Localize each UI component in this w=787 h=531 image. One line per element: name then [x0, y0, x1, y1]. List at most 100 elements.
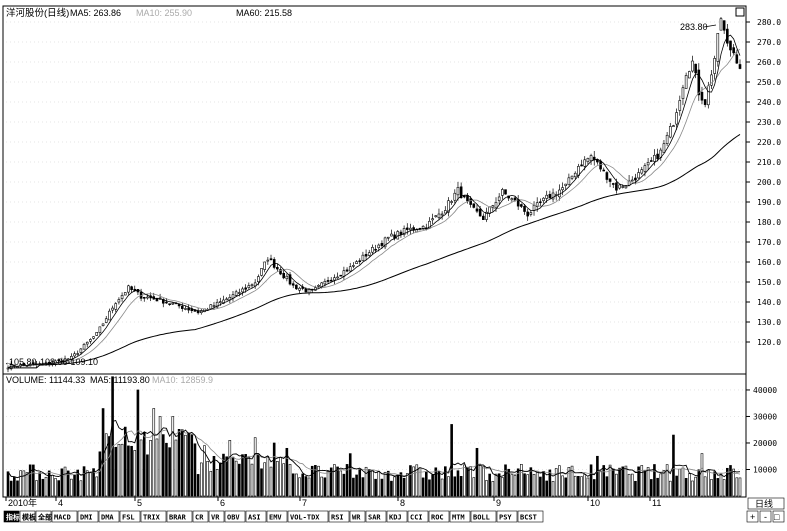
indicator-tab[interactable]: VR	[208, 510, 225, 523]
volume-bar	[447, 476, 450, 497]
candle	[526, 208, 529, 221]
candle	[485, 207, 488, 222]
zoom-out-button[interactable]	[759, 510, 772, 523]
indicator-tab[interactable]: RSI	[328, 510, 350, 523]
candle	[345, 267, 349, 273]
candle	[694, 63, 697, 79]
candle	[374, 244, 377, 253]
indicator-tab[interactable]: CCI	[407, 510, 429, 523]
square-toggle-button[interactable]	[735, 7, 745, 17]
indicator-tab[interactable]: 模板	[19, 510, 37, 523]
candle	[196, 308, 200, 315]
candle	[358, 258, 362, 265]
indicator-tab[interactable]: CR	[192, 510, 209, 523]
volume-bar	[554, 468, 558, 497]
indicator-tab[interactable]: KDJ	[386, 510, 408, 523]
candle	[276, 263, 279, 272]
volume-bar	[596, 455, 599, 497]
indicator-tab[interactable]: ASI	[245, 510, 267, 523]
period-button[interactable]	[747, 497, 785, 510]
indicator-tab-bar: 指标 模板 全部 MACD DMI DMA FSL TRIX BRAR CR VR OBV ASI EMV…	[3, 510, 544, 523]
volume-bar	[424, 471, 428, 497]
indicator-tab[interactable]: TRIX	[140, 510, 167, 523]
candle	[92, 336, 95, 340]
volume-bar	[63, 466, 67, 497]
price-tick-label: 200.0	[757, 178, 781, 187]
indicator-tab[interactable]: MACD	[51, 510, 78, 523]
indicator-tab[interactable]: WR	[349, 510, 366, 523]
candle	[187, 304, 190, 314]
volume-bar	[101, 408, 105, 497]
candle	[681, 84, 685, 106]
candle	[390, 229, 393, 237]
indicator-tab[interactable]: 全部	[35, 510, 52, 523]
volume-bar	[472, 477, 476, 497]
indicator-tab-label: 指标	[6, 513, 20, 522]
square-button[interactable]	[772, 510, 785, 523]
indicator-tab[interactable]: BCST	[517, 510, 544, 523]
indicator-tab[interactable]: FSL	[119, 510, 141, 523]
candle	[716, 33, 720, 67]
indicator-tab[interactable]: DMA	[98, 510, 120, 523]
volume-bar	[329, 467, 333, 497]
candle	[263, 261, 266, 273]
volume-bar	[76, 469, 80, 497]
volume-bar	[152, 408, 156, 497]
volume-bar	[238, 463, 241, 497]
volume-bar	[282, 463, 285, 497]
volume-bar	[177, 429, 181, 497]
volume-bar	[196, 474, 200, 497]
volume-bar	[440, 478, 444, 497]
volume-bar	[25, 472, 29, 497]
candle	[649, 157, 653, 162]
volume-bar	[386, 470, 390, 497]
candle	[687, 70, 691, 79]
price-tick-label: 230.0	[757, 118, 781, 127]
volume-bar	[263, 462, 266, 497]
zoom-in-button[interactable]	[746, 510, 759, 523]
price-tick-label: 130.0	[757, 318, 781, 327]
indicator-tab[interactable]: EMV	[266, 510, 288, 523]
volume-bar	[304, 476, 308, 497]
indicator-tab-label: BOLL	[473, 514, 490, 522]
indicator-tab[interactable]: SAR	[365, 510, 387, 523]
indicator-tab-label: VOL-TDX	[290, 514, 320, 522]
candle	[383, 236, 387, 250]
volume-bar	[168, 447, 171, 497]
date-tick-label: 7	[302, 498, 307, 508]
indicator-tab[interactable]: VOL-TDX	[287, 510, 329, 523]
indicator-tab[interactable]: 指标	[3, 510, 20, 523]
indicator-tab[interactable]: BRAR	[166, 510, 193, 523]
indicator-tab[interactable]: MTM	[449, 510, 471, 523]
volume-bar	[463, 464, 466, 497]
volume-bar	[250, 463, 254, 497]
price-tick-label: 160.0	[757, 258, 781, 267]
price-tick-label: 140.0	[757, 298, 781, 307]
volume-bar	[295, 473, 298, 497]
indicator-tab-label: ASI	[248, 514, 261, 522]
candle	[367, 249, 371, 257]
volume-bar	[469, 466, 472, 497]
candle	[269, 254, 273, 261]
candle	[215, 299, 219, 309]
indicator-tab[interactable]: ROC	[428, 510, 450, 523]
candle	[618, 184, 621, 190]
volume-bar	[161, 434, 165, 497]
candle	[710, 70, 713, 90]
candle	[402, 225, 406, 237]
indicator-tab[interactable]: DMI	[77, 510, 99, 523]
volume-bar	[253, 437, 257, 497]
candle	[659, 147, 663, 161]
volume-bar	[431, 474, 434, 497]
indicator-tab[interactable]: OBV	[224, 510, 246, 523]
candle	[488, 206, 491, 217]
volume-bar	[348, 453, 352, 497]
candle	[348, 263, 352, 272]
volume-bar	[285, 447, 289, 497]
indicator-tab[interactable]: PSY	[496, 510, 518, 523]
volume-bar	[41, 478, 45, 497]
volume-bar	[396, 474, 400, 497]
candle	[364, 249, 368, 261]
volume-bar	[266, 456, 270, 497]
indicator-tab[interactable]: BOLL	[470, 510, 497, 523]
